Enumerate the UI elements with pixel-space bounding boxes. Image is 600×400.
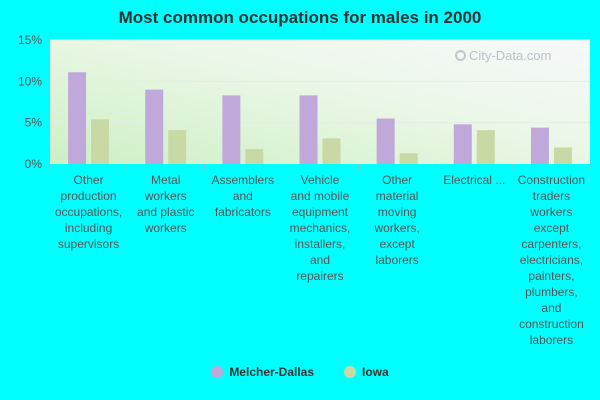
bar-melcher-dallas[interactable] (299, 95, 318, 164)
y-tick-label: 0% (25, 157, 43, 171)
category-separators (49, 164, 591, 170)
bar-iowa[interactable] (245, 149, 264, 164)
chart-title: Most common occupations for males in 200… (118, 8, 482, 27)
x-tick-label: Electrical ... (443, 173, 506, 187)
bar-iowa[interactable] (553, 147, 572, 164)
bar-melcher-dallas[interactable] (376, 118, 395, 164)
bar-melcher-dallas[interactable] (222, 95, 241, 164)
bars (68, 72, 572, 164)
x-tick-label: Other material moving workers, except laborer… (374, 173, 420, 267)
bar-melcher-dallas[interactable] (68, 72, 87, 164)
legend-swatch (211, 366, 224, 378)
legend-label: Melcher-Dallas (229, 365, 315, 379)
x-tick-label: Assemblers and fabricators (211, 173, 275, 219)
legend-item: Melcher-Dallas (211, 365, 314, 379)
bar-melcher-dallas[interactable] (453, 124, 472, 164)
x-tick-label: Vehicle and mobile equipment mechanics, inst… (289, 173, 351, 283)
bar-iowa[interactable] (91, 119, 110, 164)
bar-iowa[interactable] (399, 153, 418, 164)
watermark: City-Data.com (455, 48, 551, 63)
x-tick-label: Other production occupations, including supe… (54, 173, 123, 251)
magnifier-icon (455, 50, 466, 61)
x-tick-label: Metal workers and plastic workers (137, 173, 195, 235)
legend-item: Iowa (344, 365, 389, 379)
bar-iowa[interactable] (168, 130, 187, 164)
bar-melcher-dallas[interactable] (530, 127, 549, 164)
y-tick-label: 10% (18, 74, 42, 88)
bar-iowa[interactable] (322, 138, 341, 164)
legend-swatch (344, 366, 357, 378)
y-axis-ticks: 0% 5% 10% 15% (18, 33, 42, 171)
legend-label: Iowa (362, 365, 389, 379)
gridlines (50, 39, 590, 124)
x-tick-label: Construction traders workers except carpente… (517, 173, 586, 347)
y-tick-label: 15% (18, 33, 42, 47)
plot-area (50, 40, 590, 164)
y-tick-label: 5% (25, 116, 43, 130)
bar-melcher-dallas[interactable] (145, 89, 164, 164)
legend: Melcher-Dallas Iowa (0, 365, 600, 379)
watermark-text: City-Data.com (469, 48, 552, 63)
bar-iowa[interactable] (476, 130, 495, 164)
